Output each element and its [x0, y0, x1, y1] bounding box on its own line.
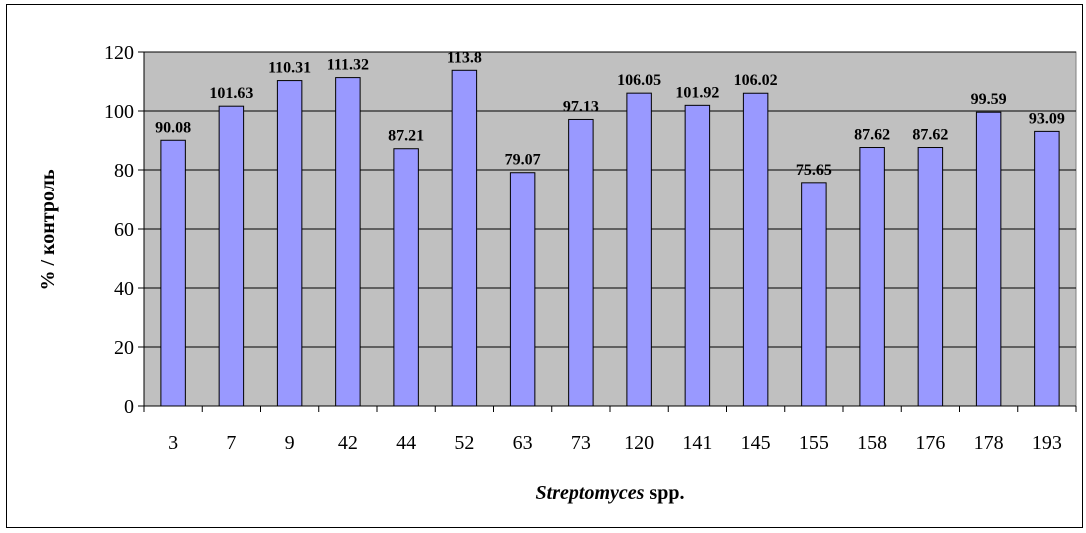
x-tick-label: 158 — [857, 432, 887, 454]
data-label: 106.02 — [734, 72, 778, 89]
bar — [975, 111, 1002, 407]
bars — [160, 69, 1060, 407]
data-label: 75.65 — [796, 162, 832, 179]
bar — [218, 105, 245, 407]
data-labels: 90.08 101.63 110.31 111.32 87.21 113.8 79.07 97… — [155, 49, 1065, 179]
y-tick-label: 100 — [104, 101, 134, 123]
bar — [393, 148, 419, 407]
data-label: 79.07 — [505, 152, 541, 169]
y-axis-ticks: 0 20 40 60 80 100 120 — [104, 42, 145, 418]
bar — [742, 92, 769, 407]
x-tick-label: 63 — [513, 432, 533, 454]
x-tick-label: 44 — [396, 432, 416, 454]
x-tick-label: 9 — [285, 432, 295, 454]
data-label: 87.21 — [388, 128, 424, 145]
data-label: 101.63 — [209, 85, 253, 102]
bar — [684, 104, 711, 407]
bar — [451, 69, 478, 407]
data-label: 90.08 — [155, 119, 191, 136]
x-axis-ticks: 3 7 9 42 44 52 63 73 120 141 145 155 158 176 178 193 — [143, 405, 1077, 454]
x-tick-label: 193 — [1032, 432, 1062, 454]
x-axis-label-rest: spp. — [644, 482, 684, 504]
y-tick-label: 120 — [104, 42, 134, 64]
x-tick-label: 3 — [168, 432, 178, 454]
bar — [1034, 130, 1060, 407]
x-tick-label: 120 — [624, 432, 654, 454]
data-label: 87.62 — [854, 127, 890, 144]
bar — [626, 92, 652, 407]
x-axis-label-italic: Streptomyces — [536, 482, 645, 504]
bar — [917, 147, 944, 407]
data-label: 97.13 — [563, 98, 599, 115]
data-label: 111.32 — [327, 57, 369, 74]
y-tick-label: 80 — [114, 160, 134, 182]
data-label: 93.09 — [1029, 110, 1065, 127]
x-tick-label: 42 — [338, 432, 358, 454]
x-tick-label: 145 — [741, 432, 771, 454]
x-tick-label: 7 — [226, 432, 236, 454]
y-tick-label: 0 — [124, 396, 134, 418]
data-label: 106.05 — [617, 72, 661, 89]
bar — [509, 172, 536, 407]
y-tick-label: 60 — [114, 219, 134, 241]
bar — [276, 80, 303, 407]
x-axis-label: Streptomyces spp. — [536, 482, 685, 504]
x-tick-label: 52 — [454, 432, 474, 454]
data-label: 87.62 — [912, 127, 948, 144]
data-label: 101.92 — [675, 84, 719, 101]
data-label: 99.59 — [971, 91, 1007, 108]
x-tick-label: 178 — [974, 432, 1004, 454]
y-axis-label: % / контроль — [37, 169, 59, 290]
y-tick-label: 40 — [114, 278, 134, 300]
x-tick-label: 176 — [915, 432, 945, 454]
bar — [335, 77, 361, 407]
bar — [160, 139, 186, 407]
bar — [568, 118, 594, 407]
bar — [801, 182, 827, 407]
bar — [859, 147, 885, 407]
x-tick-label: 73 — [571, 432, 591, 454]
y-tick-label: 20 — [114, 337, 134, 359]
x-tick-label: 155 — [799, 432, 829, 454]
x-tick-label: 141 — [682, 432, 712, 454]
data-label: 113.8 — [447, 49, 482, 66]
data-label: 110.31 — [268, 60, 311, 77]
